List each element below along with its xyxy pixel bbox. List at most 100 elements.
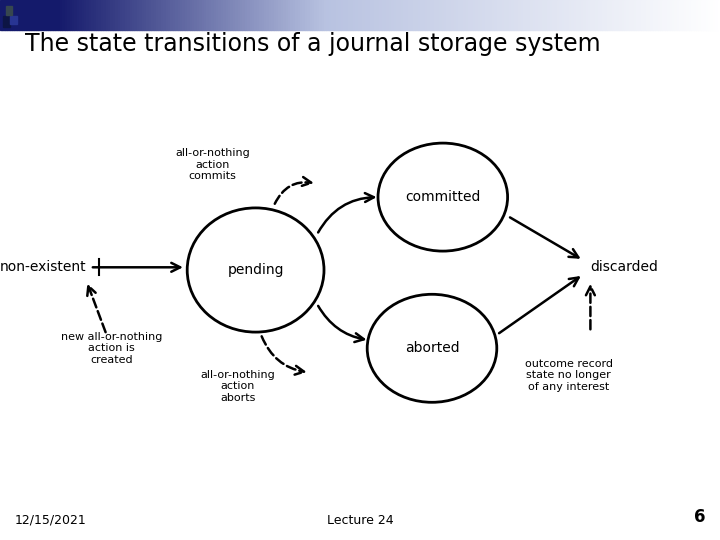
Bar xyxy=(605,0,607,30)
Bar xyxy=(192,0,194,30)
Bar xyxy=(115,0,117,30)
Bar xyxy=(595,0,598,30)
Bar xyxy=(120,0,122,30)
Bar xyxy=(276,0,279,30)
Bar xyxy=(74,0,77,30)
Bar xyxy=(480,0,482,30)
Bar xyxy=(235,0,238,30)
Bar xyxy=(590,0,593,30)
Bar xyxy=(202,0,204,30)
Bar xyxy=(243,0,245,30)
Bar xyxy=(266,0,269,30)
Bar xyxy=(209,0,211,30)
Bar xyxy=(81,0,84,30)
Bar xyxy=(166,0,168,30)
Bar xyxy=(343,0,346,30)
Bar xyxy=(338,0,341,30)
Bar xyxy=(677,0,679,30)
Bar xyxy=(499,0,502,30)
Bar xyxy=(444,0,446,30)
Bar xyxy=(470,0,473,30)
Bar xyxy=(331,0,333,30)
Bar xyxy=(562,0,564,30)
Bar xyxy=(387,0,389,30)
Bar xyxy=(264,0,266,30)
Bar xyxy=(228,0,230,30)
Bar xyxy=(693,0,696,30)
Bar xyxy=(538,0,540,30)
Bar xyxy=(497,0,499,30)
Bar xyxy=(125,0,127,30)
Bar xyxy=(341,0,343,30)
Bar xyxy=(531,0,533,30)
Bar xyxy=(559,0,562,30)
Bar xyxy=(70,0,72,30)
Bar xyxy=(542,0,545,30)
Bar xyxy=(63,0,65,30)
Bar xyxy=(583,0,585,30)
Bar xyxy=(286,0,288,30)
Bar xyxy=(612,0,614,30)
Bar xyxy=(326,0,329,30)
Bar xyxy=(163,0,166,30)
Bar xyxy=(549,0,552,30)
Bar xyxy=(153,0,156,30)
Bar xyxy=(187,0,189,30)
Bar xyxy=(535,0,538,30)
Bar xyxy=(252,0,254,30)
Bar xyxy=(617,0,619,30)
Bar xyxy=(545,0,547,30)
Bar xyxy=(374,0,377,30)
Bar xyxy=(502,0,504,30)
Bar xyxy=(564,0,567,30)
Bar xyxy=(127,0,130,30)
Bar xyxy=(293,0,295,30)
Bar xyxy=(461,0,463,30)
Bar xyxy=(348,0,351,30)
Bar xyxy=(437,0,439,30)
Bar xyxy=(288,0,290,30)
Bar xyxy=(161,0,163,30)
Bar xyxy=(230,0,233,30)
Bar xyxy=(139,0,142,30)
Bar xyxy=(79,0,81,30)
Bar xyxy=(10,16,17,24)
Bar xyxy=(430,0,432,30)
Bar xyxy=(207,0,209,30)
Bar xyxy=(48,0,50,30)
Bar xyxy=(43,0,45,30)
Bar xyxy=(106,0,108,30)
Bar xyxy=(574,0,576,30)
Bar xyxy=(696,0,698,30)
Bar xyxy=(567,0,569,30)
Bar xyxy=(377,0,379,30)
Bar xyxy=(110,0,113,30)
Bar xyxy=(408,0,410,30)
Bar xyxy=(624,0,626,30)
Bar xyxy=(117,0,120,30)
Bar xyxy=(223,0,225,30)
Bar xyxy=(290,0,293,30)
Bar xyxy=(146,0,149,30)
Bar xyxy=(362,0,365,30)
Bar xyxy=(355,0,358,30)
Bar xyxy=(701,0,703,30)
Bar xyxy=(641,0,643,30)
Bar xyxy=(113,0,115,30)
Bar xyxy=(99,0,101,30)
Text: outcome record
state no longer
of any interest: outcome record state no longer of any in… xyxy=(525,359,613,392)
Bar xyxy=(511,0,513,30)
Bar xyxy=(312,0,315,30)
Bar xyxy=(122,0,125,30)
Bar xyxy=(261,0,264,30)
Bar xyxy=(0,0,2,30)
Bar xyxy=(34,0,36,30)
Bar xyxy=(12,0,14,30)
Bar xyxy=(449,0,451,30)
Bar xyxy=(451,0,454,30)
Bar xyxy=(360,0,362,30)
Bar xyxy=(477,0,480,30)
Bar xyxy=(182,0,185,30)
Bar xyxy=(576,0,578,30)
Bar xyxy=(189,0,192,30)
